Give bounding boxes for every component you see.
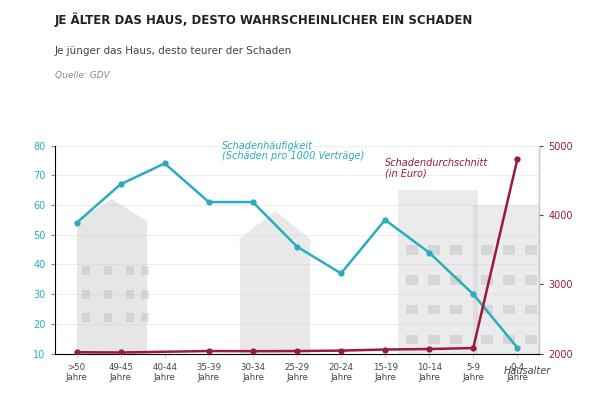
- Polygon shape: [238, 211, 312, 241]
- Bar: [239, 241, 310, 354]
- Bar: [82, 290, 90, 299]
- Bar: [525, 245, 537, 255]
- Bar: [450, 245, 462, 255]
- Bar: [104, 266, 112, 275]
- Polygon shape: [75, 199, 149, 223]
- Bar: [82, 314, 90, 322]
- Bar: [406, 305, 418, 314]
- Bar: [503, 275, 514, 285]
- Text: Je jünger das Haus, desto teurer der Schaden: Je jünger das Haus, desto teurer der Sch…: [55, 46, 292, 56]
- Text: Quelle: GDV: Quelle: GDV: [55, 71, 109, 80]
- Bar: [406, 334, 418, 344]
- Bar: [525, 275, 537, 285]
- Bar: [428, 305, 440, 314]
- Bar: [104, 314, 112, 322]
- Bar: [450, 334, 462, 344]
- Bar: [481, 275, 493, 285]
- Bar: [481, 245, 493, 255]
- Text: (Schäden pro 1000 Verträge): (Schäden pro 1000 Verträge): [222, 151, 364, 161]
- Bar: [503, 334, 514, 344]
- Text: Schadendurchschnitt: Schadendurchschnitt: [385, 158, 488, 168]
- Bar: [141, 314, 149, 322]
- Bar: [481, 334, 493, 344]
- Bar: [126, 290, 134, 299]
- Text: (in Euro): (in Euro): [385, 169, 427, 179]
- Bar: [481, 305, 493, 314]
- Bar: [503, 305, 514, 314]
- Bar: [503, 245, 514, 255]
- Bar: [450, 305, 462, 314]
- Bar: [525, 334, 537, 344]
- Bar: [104, 290, 112, 299]
- Bar: [406, 275, 418, 285]
- Bar: [76, 223, 147, 354]
- Bar: [126, 314, 134, 322]
- Bar: [141, 290, 149, 299]
- Bar: [428, 334, 440, 344]
- Text: Schadenhäufigkeit: Schadenhäufigkeit: [222, 141, 313, 151]
- Bar: [398, 190, 478, 354]
- Bar: [450, 275, 462, 285]
- Bar: [428, 245, 440, 255]
- Bar: [82, 266, 90, 275]
- Text: Hausalter: Hausalter: [504, 366, 551, 376]
- Bar: [141, 266, 149, 275]
- Bar: [126, 266, 134, 275]
- Bar: [428, 275, 440, 285]
- Bar: [473, 205, 544, 354]
- Bar: [525, 305, 537, 314]
- Bar: [406, 245, 418, 255]
- Text: JE ÄLTER DAS HAUS, DESTO WAHRSCHEINLICHER EIN SCHADEN: JE ÄLTER DAS HAUS, DESTO WAHRSCHEINLICHE…: [55, 12, 473, 27]
